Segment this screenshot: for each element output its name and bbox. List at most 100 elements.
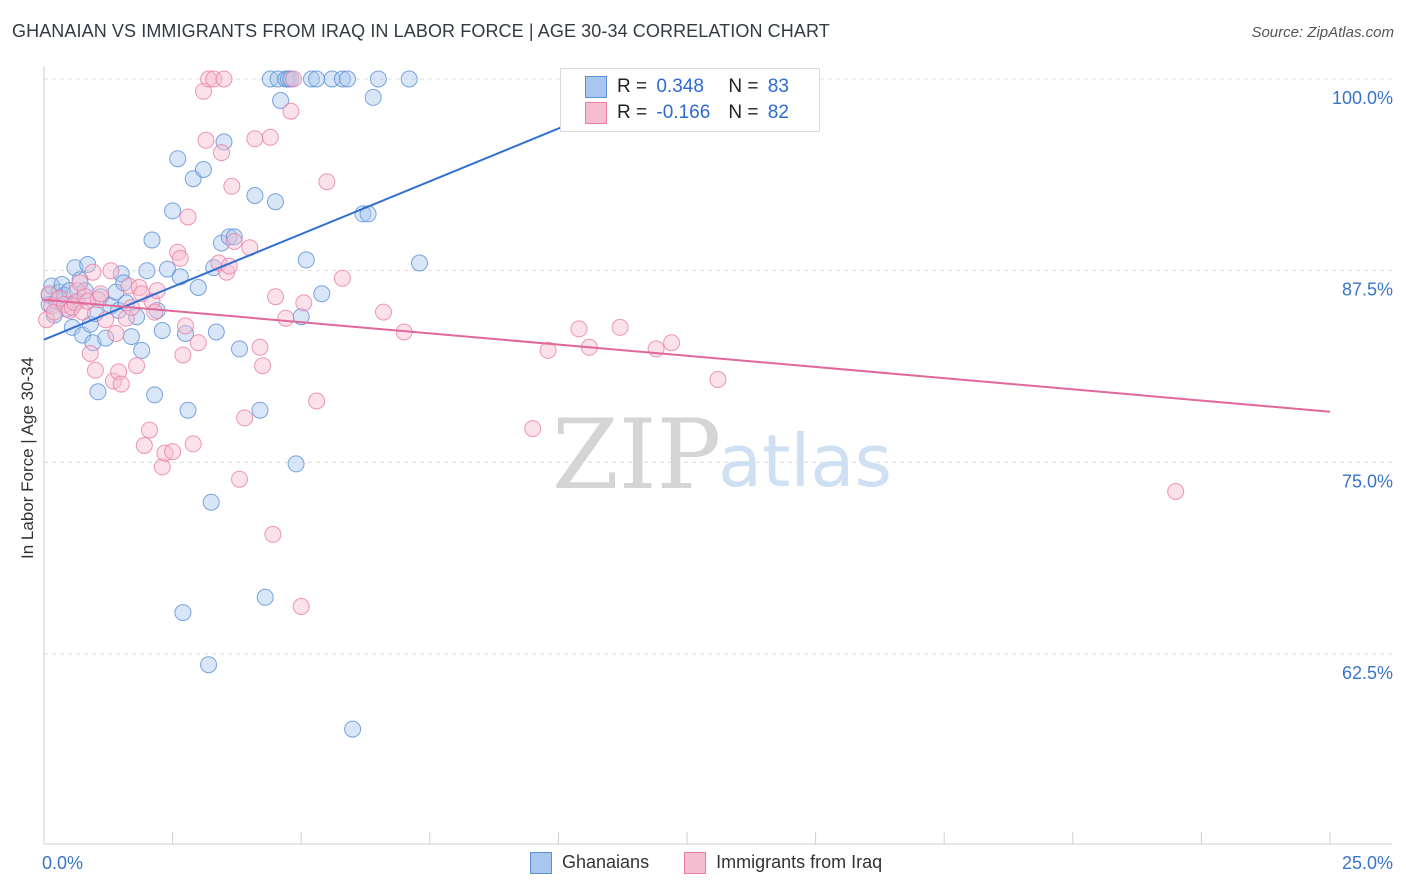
data-point	[297, 251, 315, 269]
data-point	[107, 325, 125, 342]
data-point	[313, 285, 331, 303]
axes	[43, 66, 1392, 845]
data-point	[303, 70, 320, 88]
data-point	[254, 357, 272, 375]
data-point	[84, 263, 102, 281]
data-point	[202, 493, 220, 511]
gridlines	[44, 78, 1392, 655]
data-point	[102, 262, 120, 280]
legend-item-iraq[interactable]: Immigrants from Iraq	[684, 852, 883, 875]
data-point	[115, 274, 133, 292]
data-point	[400, 70, 418, 88]
data-point	[215, 70, 233, 88]
legend-n-value-iraq: 82	[767, 102, 789, 124]
legend-n-label: N =	[728, 102, 759, 124]
data-point	[143, 231, 161, 249]
legend-r-value-ghanaians: 0.348	[656, 76, 704, 98]
chart-source: Source: ZipAtlas.com	[1251, 24, 1394, 41]
data-point	[277, 309, 295, 327]
data-point	[267, 288, 284, 306]
data-point	[205, 70, 223, 88]
data-point	[1167, 483, 1185, 500]
data-point	[308, 70, 326, 88]
data-point	[146, 303, 164, 321]
data-point	[112, 375, 130, 393]
data-point	[153, 322, 171, 339]
data-point	[97, 329, 115, 347]
data-point	[364, 88, 382, 106]
data-point	[251, 338, 269, 356]
data-point	[213, 144, 230, 162]
data-point	[375, 303, 392, 321]
data-point	[333, 269, 351, 287]
y-axis-label: In Labor Force | Age 30-34	[18, 357, 37, 559]
data-point	[264, 525, 282, 543]
data-point	[272, 92, 290, 109]
data-point	[179, 401, 197, 419]
data-point	[344, 720, 362, 738]
data-point	[369, 70, 387, 88]
data-point	[117, 309, 135, 327]
stats-legend: R = 0.348 N = 83 R = -0.166 N = 82	[560, 68, 820, 132]
data-point	[246, 187, 264, 204]
legend-r-label: R =	[617, 76, 648, 98]
data-point	[153, 458, 171, 476]
y-tick-label: 75.0%	[1342, 471, 1393, 491]
data-point	[184, 435, 202, 453]
data-point	[285, 70, 302, 88]
data-point	[200, 70, 218, 88]
data-point	[138, 262, 156, 280]
legend-r-label: R =	[617, 102, 648, 124]
legend-label-ghanaians: Ghanaians	[562, 852, 650, 872]
data-point	[177, 317, 194, 335]
data-point	[189, 334, 207, 352]
data-point	[225, 233, 243, 250]
data-point	[89, 383, 107, 401]
data-point	[133, 341, 151, 359]
legend-swatch-ghanaians	[530, 852, 552, 875]
data-point	[171, 249, 189, 267]
data-point	[308, 392, 326, 410]
data-point	[122, 328, 140, 346]
data-point	[611, 318, 629, 336]
x-tick-label-min: 0.0%	[42, 853, 83, 873]
series-legend: Ghanaians Immigrants from Iraq	[530, 852, 912, 875]
y-tick-label: 100.0%	[1332, 88, 1393, 108]
data-point	[267, 193, 284, 211]
data-point	[197, 131, 215, 149]
legend-item-ghanaians[interactable]: Ghanaians	[530, 852, 650, 875]
data-point	[539, 341, 557, 359]
data-point	[261, 128, 279, 146]
data-point	[84, 334, 102, 352]
data-point	[164, 202, 182, 220]
legend-label-iraq: Immigrants from Iraq	[716, 852, 883, 872]
data-point	[174, 346, 192, 364]
data-point	[86, 361, 104, 379]
data-point	[207, 323, 225, 341]
data-point	[256, 588, 274, 606]
data-point	[323, 70, 341, 88]
data-point	[195, 161, 212, 178]
data-point	[174, 604, 192, 622]
data-point	[223, 177, 241, 195]
data-point	[292, 598, 310, 615]
data-point	[282, 102, 300, 120]
data-point	[524, 420, 542, 438]
data-point	[141, 421, 158, 439]
data-point	[159, 260, 176, 278]
data-point	[333, 70, 351, 88]
data-point	[164, 443, 182, 461]
data-point	[220, 228, 238, 246]
data-point	[179, 208, 197, 226]
chart-title: GHANAIAN VS IMMIGRANTS FROM IRAQ IN LABO…	[12, 21, 830, 41]
legend-swatch-ghanaians	[585, 76, 607, 98]
tick-labels: 100.0% 87.5% 75.0% 62.5% 0.0% 25.0%	[42, 88, 1393, 873]
data-point	[200, 656, 218, 674]
legend-r-value-iraq: -0.166	[656, 102, 711, 124]
data-point	[411, 254, 428, 272]
data-point	[81, 345, 99, 362]
y-tick-label: 62.5%	[1342, 663, 1393, 683]
legend-row-ghanaians: R = 0.348 N = 83	[585, 76, 789, 100]
legend-n-value-ghanaians: 83	[767, 76, 789, 98]
